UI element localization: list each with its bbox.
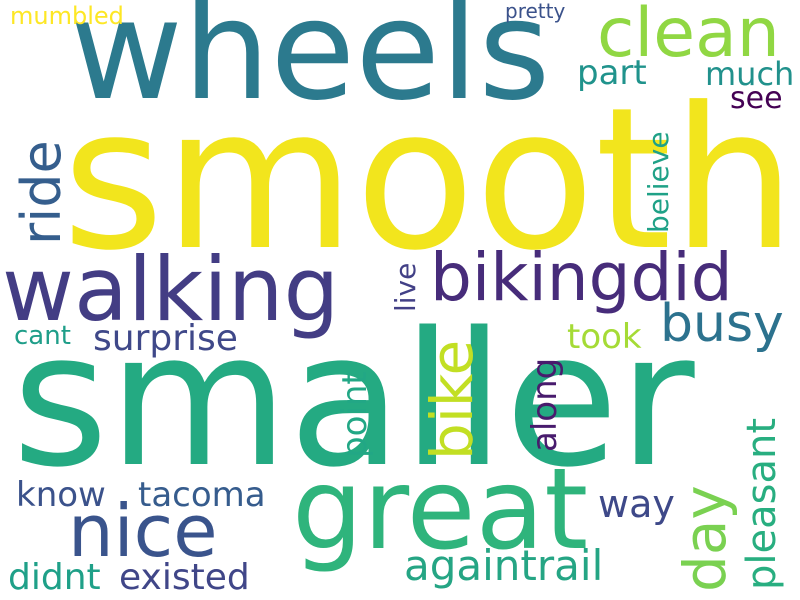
word-mumbled: mumbled [10, 2, 124, 30]
word-bike: bike [418, 339, 486, 460]
word-pleasant: pleasant [739, 417, 785, 590]
word-much: much [705, 55, 795, 93]
word-along: along [525, 357, 565, 452]
word-see: see [730, 81, 783, 116]
word-day: day [671, 485, 739, 592]
word-existed: existed [119, 557, 250, 598]
word-ride: ride [10, 140, 73, 245]
word-know: know [16, 475, 106, 515]
word-busy: busy [660, 294, 784, 354]
word-surprise: surprise [93, 318, 238, 359]
word-live: live [389, 262, 422, 312]
word-took: took [567, 317, 642, 357]
word-wheels: wheels [70, 0, 551, 131]
word-pretty: pretty [505, 0, 566, 23]
word-cant: cant [14, 321, 71, 351]
word-smooth: smooth [62, 66, 796, 294]
word-believe: believe [642, 131, 675, 233]
word-part: part [577, 53, 647, 93]
word-clean: clean [597, 0, 780, 73]
word-smaller: smaller [12, 292, 695, 508]
word-walking: walking [2, 238, 340, 341]
word-bikingdid: bikingdid [430, 239, 733, 316]
word-againtrail: againtrail [404, 541, 604, 590]
word-great: great [292, 445, 589, 575]
word-tacoma: tacoma [138, 475, 266, 515]
word-way: way [598, 482, 675, 526]
word-nice: nice [68, 489, 218, 573]
word-didnt: didnt [8, 557, 101, 598]
word-point: point [335, 371, 375, 458]
